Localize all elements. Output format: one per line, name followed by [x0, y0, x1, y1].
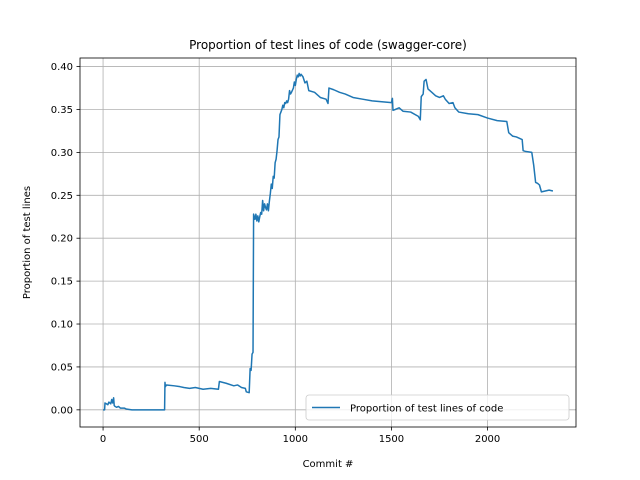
series-line: [103, 72, 554, 411]
y-tick-label: 0.35: [51, 105, 73, 116]
y-tick-label: 0.15: [51, 277, 73, 288]
y-tick-label: 0.20: [51, 234, 73, 245]
x-tick-label: 0: [100, 434, 106, 445]
y-tick-label: 0.25: [51, 191, 73, 202]
x-tick-label: 1500: [379, 434, 404, 445]
axis-ticks: 0 500 1000 1500 2000 0.00 0.05 0.10 0.15 0.20 0.25…: [51, 62, 501, 445]
x-tick-label: 2000: [475, 434, 500, 445]
y-axis-label: Proportion of test lines: [22, 186, 33, 299]
x-tick-label: 500: [190, 434, 209, 445]
legend: Proportion of test lines of code: [305, 394, 570, 421]
chart-title: Proportion of test lines of code (swagge…: [189, 38, 467, 52]
y-tick-label: 0.40: [51, 62, 73, 73]
legend-label: Proportion of test lines of code: [350, 404, 503, 415]
y-tick-label: 0.10: [51, 320, 73, 331]
y-tick-label: 0.05: [51, 362, 73, 373]
series-lines: [103, 72, 554, 411]
x-tick-label: 1000: [283, 434, 308, 445]
legend-box: [305, 394, 570, 421]
y-tick-label: 0.00: [51, 405, 73, 416]
x-axis-label: Commit #: [303, 459, 354, 470]
plot-area-frame: [79, 57, 577, 428]
grid: [80, 58, 576, 427]
y-tick-label: 0.30: [51, 148, 73, 159]
